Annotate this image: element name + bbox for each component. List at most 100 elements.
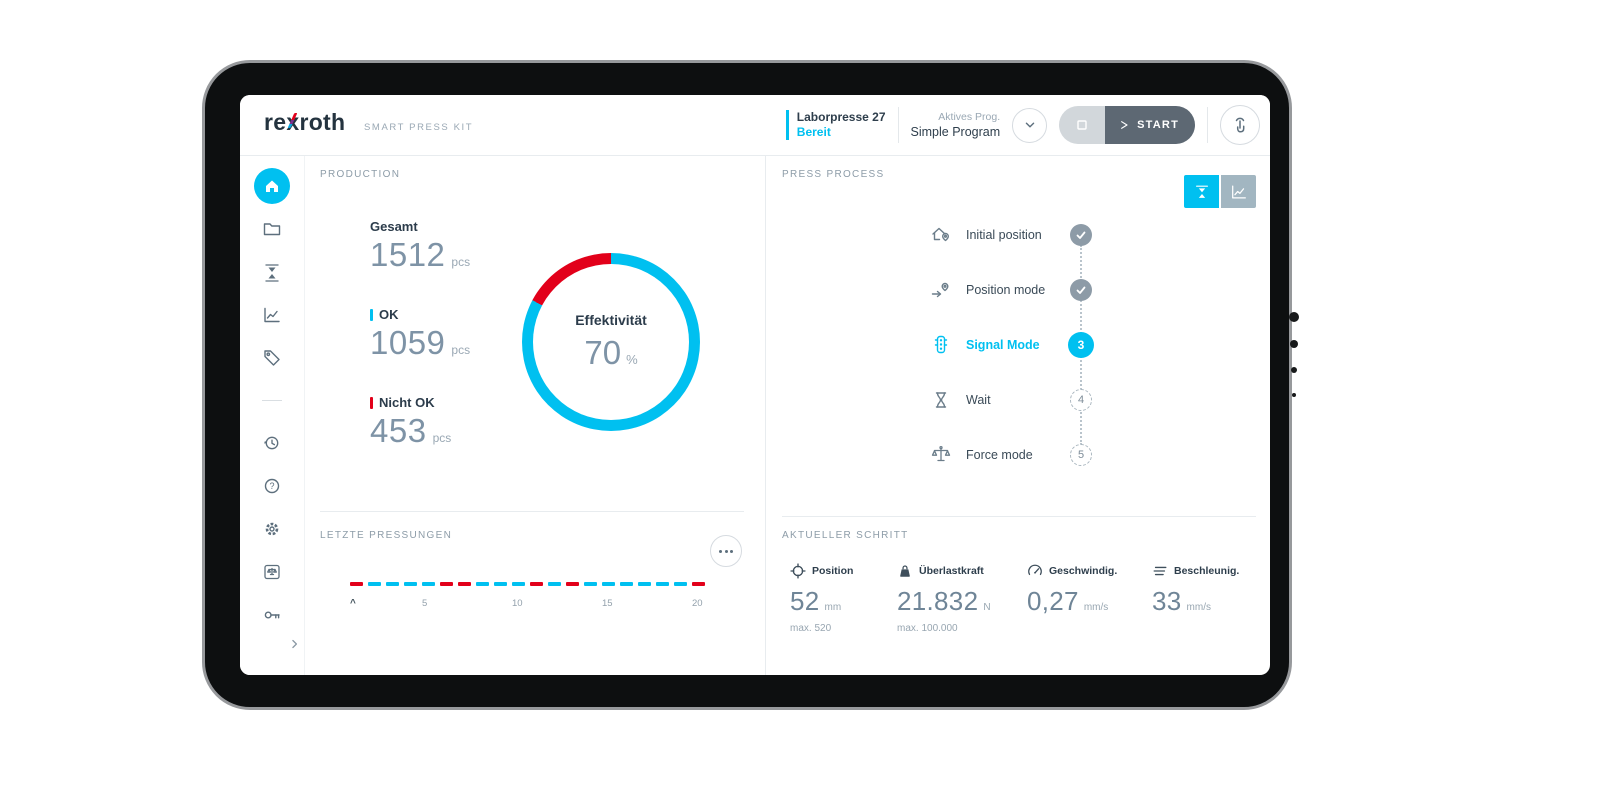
machine-status-block: Laborpresse 27 Bereit — [785, 110, 886, 140]
sidebar-item-home[interactable] — [254, 168, 290, 204]
press-result-3-ok — [386, 582, 399, 586]
press-result-6-nok — [440, 582, 453, 586]
last-presses-menu-button[interactable] — [710, 535, 742, 567]
tablet-side-button — [1291, 367, 1297, 373]
step-status-done — [1068, 278, 1094, 301]
step-wait: Wait 4 — [928, 372, 1094, 427]
chart-view-icon — [1230, 183, 1248, 201]
start-button[interactable]: START — [1105, 106, 1195, 144]
tag-icon — [262, 348, 282, 368]
sidebar-item-history[interactable] — [262, 433, 282, 453]
metric-unit: mm — [824, 602, 842, 613]
axis-tick: 5 — [422, 598, 428, 609]
folder-icon — [262, 219, 282, 239]
press-result-16-ok — [620, 582, 633, 586]
press-result-14-ok — [584, 582, 597, 586]
ellipsis-icon — [719, 549, 733, 553]
sidebar-item-help[interactable]: ? — [262, 476, 282, 496]
process-steps: Initial position Position mode Signal Mo… — [928, 207, 1094, 482]
press-results-row — [350, 582, 710, 586]
production-stats: Gesamt 1512 pcs OK 1059 pcs Nicht OK 453 pc… — [370, 219, 470, 483]
sidebar-item-labels[interactable] — [262, 348, 282, 368]
press-result-13-nok — [566, 582, 579, 586]
metric-value: 33 — [1152, 586, 1182, 616]
press-result-10-ok — [512, 582, 525, 586]
scale-box-icon — [262, 562, 282, 582]
current-step-title: AKTUELLER SCHRITT — [782, 530, 909, 541]
sidebar-item-settings[interactable] — [262, 519, 282, 539]
expand-chevron-icon — [288, 637, 302, 651]
press-control: START — [1059, 106, 1195, 144]
chart-view-button[interactable] — [1221, 175, 1256, 208]
step-status-pending: 5 — [1068, 443, 1094, 466]
press-results-axis: ^ 5 10 15 20 — [350, 593, 710, 611]
press-result-18-ok — [656, 582, 669, 586]
touch-mode-button[interactable] — [1220, 105, 1260, 145]
machine-status: Bereit — [796, 125, 831, 139]
metric-value: 0,27 — [1027, 586, 1079, 616]
sidebar-expand-button[interactable] — [288, 637, 302, 651]
donut-unit: % — [626, 352, 638, 367]
stat-value: 453 — [370, 412, 427, 449]
press-result-20-nok — [692, 582, 705, 586]
machine-name: Laborpresse 27 — [796, 110, 886, 124]
acceleration-icon — [1152, 563, 1168, 579]
press-result-19-ok — [674, 582, 687, 586]
press-icon — [262, 262, 282, 282]
ok-accent-bar — [370, 308, 373, 321]
stat-value: 1512 — [370, 236, 446, 273]
step-initial-position: Initial position — [928, 207, 1094, 262]
chart-icon — [262, 305, 282, 325]
production-title: PRODUCTION — [320, 169, 401, 180]
header-divider — [897, 107, 899, 143]
traffic-light-icon — [928, 334, 954, 356]
tablet-frame: rexroth SMART PRESS KIT Laborpresse 27 B… — [202, 60, 1292, 710]
press-result-15-ok — [602, 582, 615, 586]
stat-unit: pcs — [432, 431, 452, 445]
step-signal-mode: Signal Mode 3 — [928, 317, 1094, 372]
step-position-mode: Position mode — [928, 262, 1094, 317]
sidebar-item-calibration[interactable] — [262, 562, 282, 582]
metric-max: max. 100.000 — [897, 623, 958, 634]
press-result-8-ok — [476, 582, 489, 586]
axis-tick: 20 — [692, 598, 703, 609]
panel-divider — [765, 155, 766, 675]
program-name: Simple Program — [910, 125, 1001, 139]
effectivity-donut-ring: Effektivität 70 % — [522, 253, 700, 431]
tablet-side-button — [1292, 393, 1296, 397]
stat-label: Nicht OK — [370, 395, 470, 410]
last-presses-strip: ^ 5 10 15 20 — [350, 582, 710, 611]
press-result-11-nok — [530, 582, 543, 586]
axis-tick: 15 — [602, 598, 613, 609]
step-status-active: 3 — [1068, 331, 1094, 358]
history-icon — [262, 433, 282, 453]
last-presses-title: LETZTE PRESSUNGEN — [320, 530, 453, 541]
svg-text:?: ? — [269, 481, 274, 491]
program-dropdown-button[interactable] — [1012, 107, 1048, 143]
sidebar-item-results[interactable] — [262, 305, 282, 325]
stop-button[interactable] — [1059, 106, 1106, 144]
home-icon — [263, 177, 281, 195]
key-icon — [262, 605, 282, 625]
program-label: Aktives Prog. — [938, 111, 1001, 123]
current-step-metrics: Position 52 mm max. 520 Überlastkraft 21.… — [790, 563, 1260, 653]
sidebar-item-press[interactable] — [262, 262, 282, 282]
sidebar-item-programs[interactable] — [262, 219, 282, 239]
axis-tick: ^ — [350, 598, 356, 609]
donut-value: 70 — [584, 334, 622, 371]
metric-unit: mm/s — [1186, 602, 1211, 613]
metric-unit: mm/s — [1083, 602, 1109, 613]
production-divider — [320, 511, 744, 512]
sidebar-item-access[interactable] — [262, 605, 282, 625]
play-icon — [1115, 117, 1131, 133]
press-view-button[interactable] — [1184, 175, 1219, 208]
process-view-toggle — [1184, 175, 1256, 208]
sidebar-divider — [262, 400, 282, 401]
stat-unit: pcs — [451, 343, 471, 357]
metric-max — [1152, 623, 1239, 635]
press-result-12-ok — [548, 582, 561, 586]
sidebar-nav: ? — [240, 155, 305, 675]
hourglass-icon — [928, 389, 954, 411]
step-status-done — [1068, 223, 1094, 246]
